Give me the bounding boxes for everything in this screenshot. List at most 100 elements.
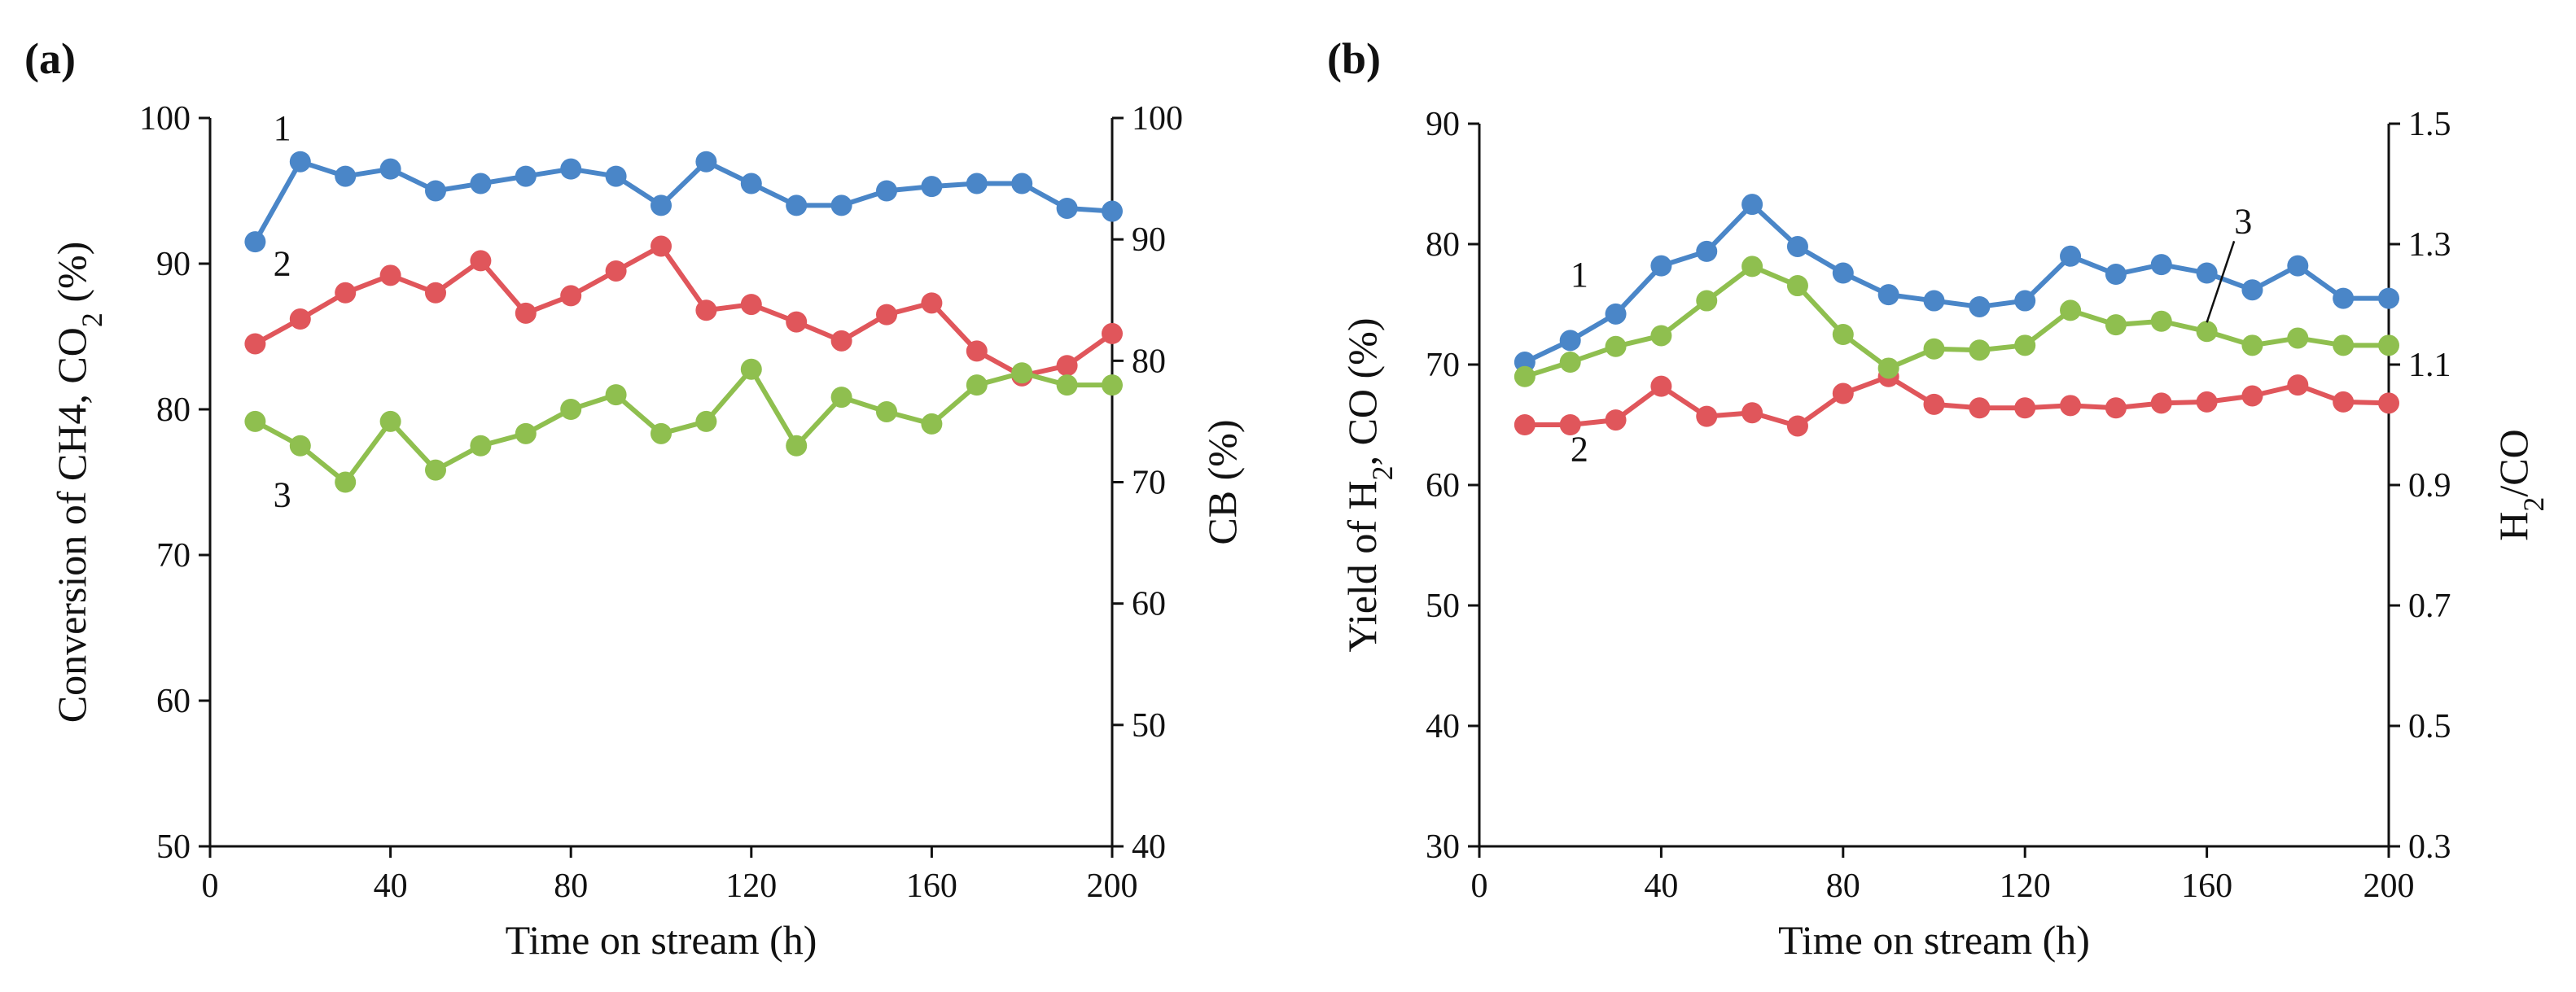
- y-tick-label-left: 100: [139, 100, 191, 138]
- data-point: [605, 384, 627, 406]
- data-point: [1786, 415, 1808, 437]
- data-point: [289, 151, 311, 173]
- data-point: [1605, 303, 1627, 325]
- y-tick-label-left: 70: [156, 537, 191, 575]
- data-point: [2333, 287, 2355, 309]
- y-tick-label-left: 80: [156, 391, 191, 429]
- data-point: [651, 194, 672, 216]
- y-tick-label-right: 0.5: [2408, 708, 2451, 745]
- x-axis-label: Time on stream (h): [1778, 917, 2090, 963]
- data-point: [244, 410, 266, 432]
- data-point: [605, 260, 627, 282]
- data-point: [1514, 352, 1536, 374]
- data-point: [921, 413, 943, 435]
- y-axis-label-left: Yield of H2, CO (%): [1339, 317, 1399, 652]
- data-point: [830, 387, 852, 409]
- data-point: [1832, 262, 1854, 284]
- y-tick-label-right: 80: [1132, 343, 1166, 380]
- panel-label: (b): [1327, 34, 1381, 83]
- x-tick-label: 120: [725, 867, 777, 905]
- data-point: [605, 165, 627, 187]
- data-point: [515, 422, 537, 444]
- y-tick-label-right: 40: [1132, 828, 1166, 866]
- data-point: [876, 400, 897, 422]
- data-point: [2287, 374, 2309, 396]
- data-point: [335, 165, 357, 187]
- data-point: [651, 235, 672, 257]
- data-point: [560, 285, 582, 307]
- data-point: [1514, 414, 1536, 435]
- data-point: [289, 435, 311, 457]
- x-tick-label: 40: [374, 867, 408, 905]
- series-2: [244, 235, 1123, 387]
- data-point: [2287, 327, 2309, 349]
- data-point: [1056, 197, 1078, 219]
- y-tick-label-left: 90: [156, 246, 191, 283]
- data-point: [2196, 391, 2218, 413]
- x-tick-label: 200: [1087, 867, 1138, 905]
- y-axis-label-left-part-1: 2: [76, 312, 108, 327]
- data-point: [2105, 314, 2127, 336]
- data-point: [244, 231, 266, 253]
- series-label-3-leader: [2206, 240, 2236, 323]
- y-tick-label-right: 1.3: [2408, 226, 2451, 264]
- data-point: [515, 165, 537, 187]
- data-point: [1559, 330, 1581, 352]
- data-point: [2241, 334, 2263, 356]
- series-2: [1514, 365, 2399, 437]
- y-tick-label-left: 70: [1426, 347, 1460, 384]
- x-tick-label: 0: [202, 867, 219, 905]
- data-point: [1696, 290, 1718, 312]
- y-axis-label-left-part-0: Yield of H: [1339, 480, 1385, 652]
- data-point: [2060, 395, 2082, 417]
- y-tick-label-left: 30: [1426, 828, 1460, 866]
- data-point: [1741, 402, 1763, 424]
- data-point: [1102, 200, 1123, 222]
- series-label-1: 1: [274, 108, 291, 148]
- data-point: [2196, 321, 2218, 343]
- data-point: [2378, 334, 2399, 356]
- data-point: [425, 282, 446, 304]
- y-axis-label-left-part-0: Conversion of CH4, CO: [49, 327, 94, 723]
- x-tick-label: 200: [2364, 867, 2415, 905]
- data-point: [1559, 352, 1581, 374]
- x-tick-label: 40: [1644, 867, 1678, 905]
- data-point: [1650, 325, 1672, 347]
- y-axis-label-right-part-0: H: [2491, 512, 2536, 541]
- data-point: [1011, 173, 1033, 194]
- data-point: [1650, 255, 1672, 277]
- series-label-2: 2: [274, 243, 291, 283]
- data-point: [1786, 275, 1808, 297]
- data-point: [1923, 290, 1945, 312]
- series-label-3: 3: [2234, 202, 2252, 242]
- y-tick-label-left: 40: [1426, 708, 1460, 745]
- data-point: [786, 435, 808, 457]
- series-label-2: 2: [1571, 429, 1588, 469]
- data-point: [2333, 334, 2355, 356]
- data-point: [921, 292, 943, 314]
- y-tick-label-left: 90: [1426, 106, 1460, 143]
- data-point: [425, 180, 446, 202]
- x-tick-label: 160: [2181, 867, 2232, 905]
- y-axis-label-right-part-1: 2: [2517, 497, 2550, 512]
- data-point: [966, 374, 988, 396]
- data-point: [740, 294, 762, 316]
- data-point: [2060, 299, 2082, 321]
- data-point: [1696, 405, 1718, 427]
- data-point: [379, 158, 401, 180]
- data-point: [740, 358, 762, 380]
- data-point: [1923, 338, 1945, 360]
- y-tick-label-right: 100: [1132, 100, 1183, 138]
- chart-panel-a: 0 40 80 120 160 200 50 60 70 80 90 100 40 50 60 70 80 90 1…: [24, 34, 1245, 963]
- y-axis-label-left-part-2: , CO (%): [1339, 317, 1385, 465]
- panel-label: (a): [24, 34, 76, 83]
- data-point: [2378, 287, 2399, 309]
- data-point: [1056, 355, 1078, 377]
- data-point: [470, 173, 492, 194]
- data-point: [1514, 365, 1536, 387]
- data-point: [515, 302, 537, 324]
- data-point: [695, 151, 717, 173]
- x-tick-label: 80: [554, 867, 588, 905]
- y-tick-label-left: 80: [1426, 226, 1460, 264]
- data-point: [921, 176, 943, 198]
